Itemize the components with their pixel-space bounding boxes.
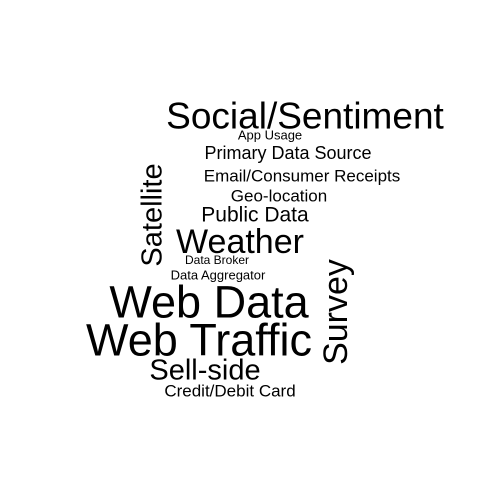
word-satellite: Satellite <box>136 163 169 267</box>
word-sell-side: Sell-side <box>149 354 261 387</box>
word-web-traffic: Web Traffic <box>86 314 312 366</box>
word-social-sentiment: Social/Sentiment <box>166 95 444 137</box>
word-geo-location: Geo-location <box>230 186 328 206</box>
word-weather: Weather <box>176 223 304 261</box>
word-public-data: Public Data <box>201 203 309 227</box>
word-web-data: Web Data <box>109 276 309 328</box>
word-survey: Survey <box>317 259 355 365</box>
word-email-consumer-receipts: Email/Consumer Receipts <box>203 166 401 186</box>
word-app-usage: App Usage <box>237 127 303 143</box>
word-credit-debit-card: Credit/Debit Card <box>164 381 296 401</box>
word-data-aggregator: Data Aggregator <box>170 267 266 283</box>
word-primary-data-source: Primary Data Source <box>204 143 372 163</box>
word-data-broker: Data Broker <box>184 253 250 267</box>
